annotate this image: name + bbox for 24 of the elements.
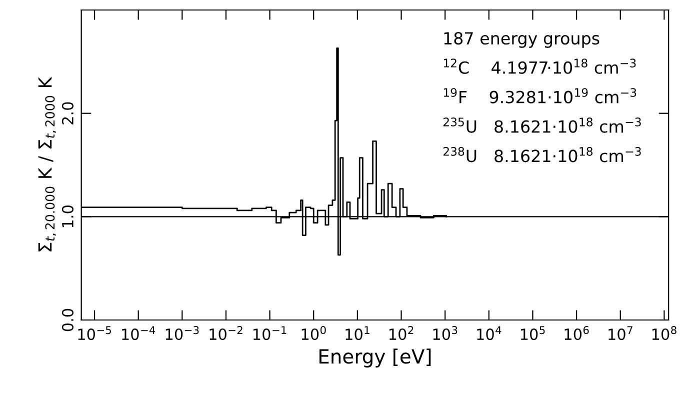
y-axis-title: Σ$_{t,20.000}$ K / Σ$_{t,2000}$ K xyxy=(38,76,56,252)
x-tick-label: 10$^{8}$ xyxy=(652,326,676,340)
x-tick-label: 10$^{−5}$ xyxy=(78,326,111,340)
x-tick-label: 10$^{0}$ xyxy=(302,326,326,340)
x-tick-label: 10$^{5}$ xyxy=(520,326,545,340)
x-tick-label: 10$^{−1}$ xyxy=(254,326,286,340)
x-tick-label: 10$^{3}$ xyxy=(433,326,458,340)
x-tick-label: 10$^{1}$ xyxy=(346,326,370,340)
y-tick-label: 0.0 xyxy=(62,308,74,332)
annotation: $^{12}$C 4.1977·10$^{18}$ cm$^{−3}$ xyxy=(444,58,636,74)
x-tick-label: 10$^{−2}$ xyxy=(210,326,242,340)
x-tick-label: 10$^{4}$ xyxy=(477,326,502,340)
x-tick-label: 10$^{6}$ xyxy=(564,326,589,340)
y-tick-label: 2.0 xyxy=(62,102,74,124)
x-tick-label: 10$^{−4}$ xyxy=(122,326,156,340)
annotation: $^{238}$U 8.1621·10$^{18}$ cm$^{−3}$ xyxy=(444,146,641,162)
x-tick-label: 10$^{7}$ xyxy=(608,326,632,340)
x-axis-title: Energy [eV] xyxy=(320,348,431,368)
annotation: $^{19}$F 9.3281·10$^{19}$ cm$^{−3}$ xyxy=(444,88,636,104)
y-tick-label: 1.0 xyxy=(62,206,74,228)
x-tick-label: 10$^{2}$ xyxy=(389,326,414,340)
x-tick-label: 10$^{−3}$ xyxy=(166,326,199,340)
annotation: 187 energy groups xyxy=(444,32,600,48)
annotation: $^{235}$U 8.1621·10$^{18}$ cm$^{−3}$ xyxy=(444,118,641,133)
